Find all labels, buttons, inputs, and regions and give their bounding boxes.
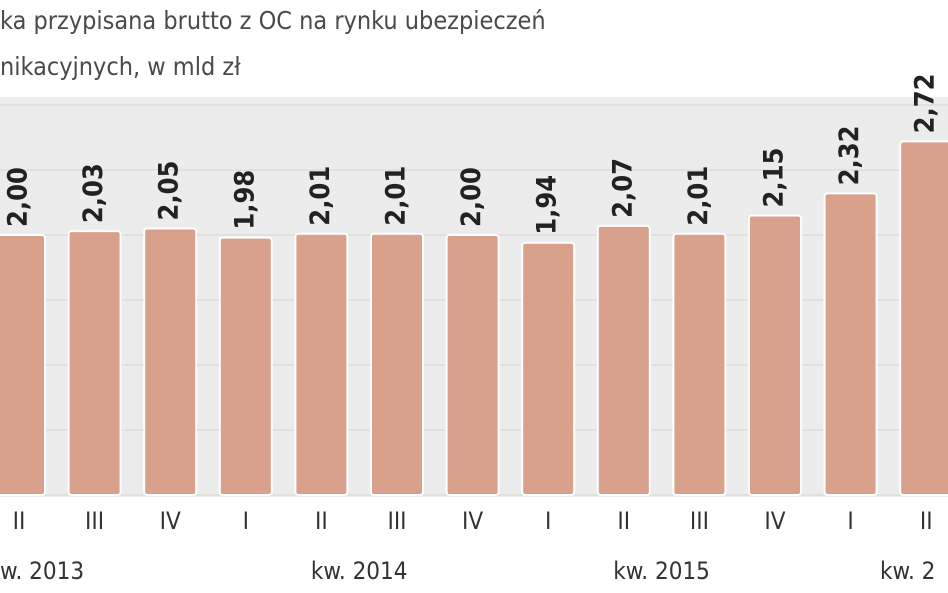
bar xyxy=(143,227,198,496)
bar xyxy=(218,236,273,496)
x-tick-label: IV xyxy=(160,507,181,535)
bar xyxy=(899,140,948,496)
value-label: 2,07 xyxy=(607,158,638,218)
bar xyxy=(672,232,727,496)
x-tick-label: II xyxy=(315,507,328,535)
value-label: 2,72 xyxy=(910,73,941,133)
bar xyxy=(748,214,802,496)
group-label: kw. 2 xyxy=(880,557,935,585)
x-tick-label: II xyxy=(13,507,26,535)
value-label: 2,05 xyxy=(154,161,185,221)
value-label: 2,15 xyxy=(759,148,790,208)
bar xyxy=(67,230,122,496)
value-label: 2,01 xyxy=(305,166,336,226)
x-tick-label: II xyxy=(920,507,933,535)
bar xyxy=(0,234,46,496)
chart-title: ka przypisana brutto z OC na rynku ubezp… xyxy=(0,6,546,35)
x-tick-label: I xyxy=(847,507,853,535)
x-tick-label: IV xyxy=(462,507,483,535)
value-label: 1,94 xyxy=(532,175,563,235)
chart-subtitle: nikacyjnych, w mld zł xyxy=(0,52,241,81)
value-label: 2,32 xyxy=(834,125,865,185)
x-tick-label: III xyxy=(690,507,709,535)
x-tick-label: III xyxy=(387,507,406,535)
group-label: w. 2013 xyxy=(0,557,84,585)
bar xyxy=(521,241,576,496)
bar xyxy=(445,234,500,496)
value-label: 2,03 xyxy=(78,163,109,223)
value-label: 2,01 xyxy=(381,166,412,226)
bar xyxy=(370,232,424,496)
group-label: kw. 2015 xyxy=(613,557,710,585)
x-tick-label: III xyxy=(85,507,104,535)
value-label: 2,01 xyxy=(683,166,714,226)
x-tick-label: I xyxy=(243,507,249,535)
bar xyxy=(294,232,349,496)
x-tick-label: IV xyxy=(764,507,785,535)
bar xyxy=(596,224,651,496)
x-tick-label: II xyxy=(617,507,630,535)
bar xyxy=(823,192,878,496)
x-tick-label: I xyxy=(545,507,551,535)
value-label: 2,00 xyxy=(456,167,487,227)
group-label: kw. 2014 xyxy=(311,557,408,585)
value-label: 2,00 xyxy=(3,167,34,227)
value-label: 1,98 xyxy=(229,170,260,230)
